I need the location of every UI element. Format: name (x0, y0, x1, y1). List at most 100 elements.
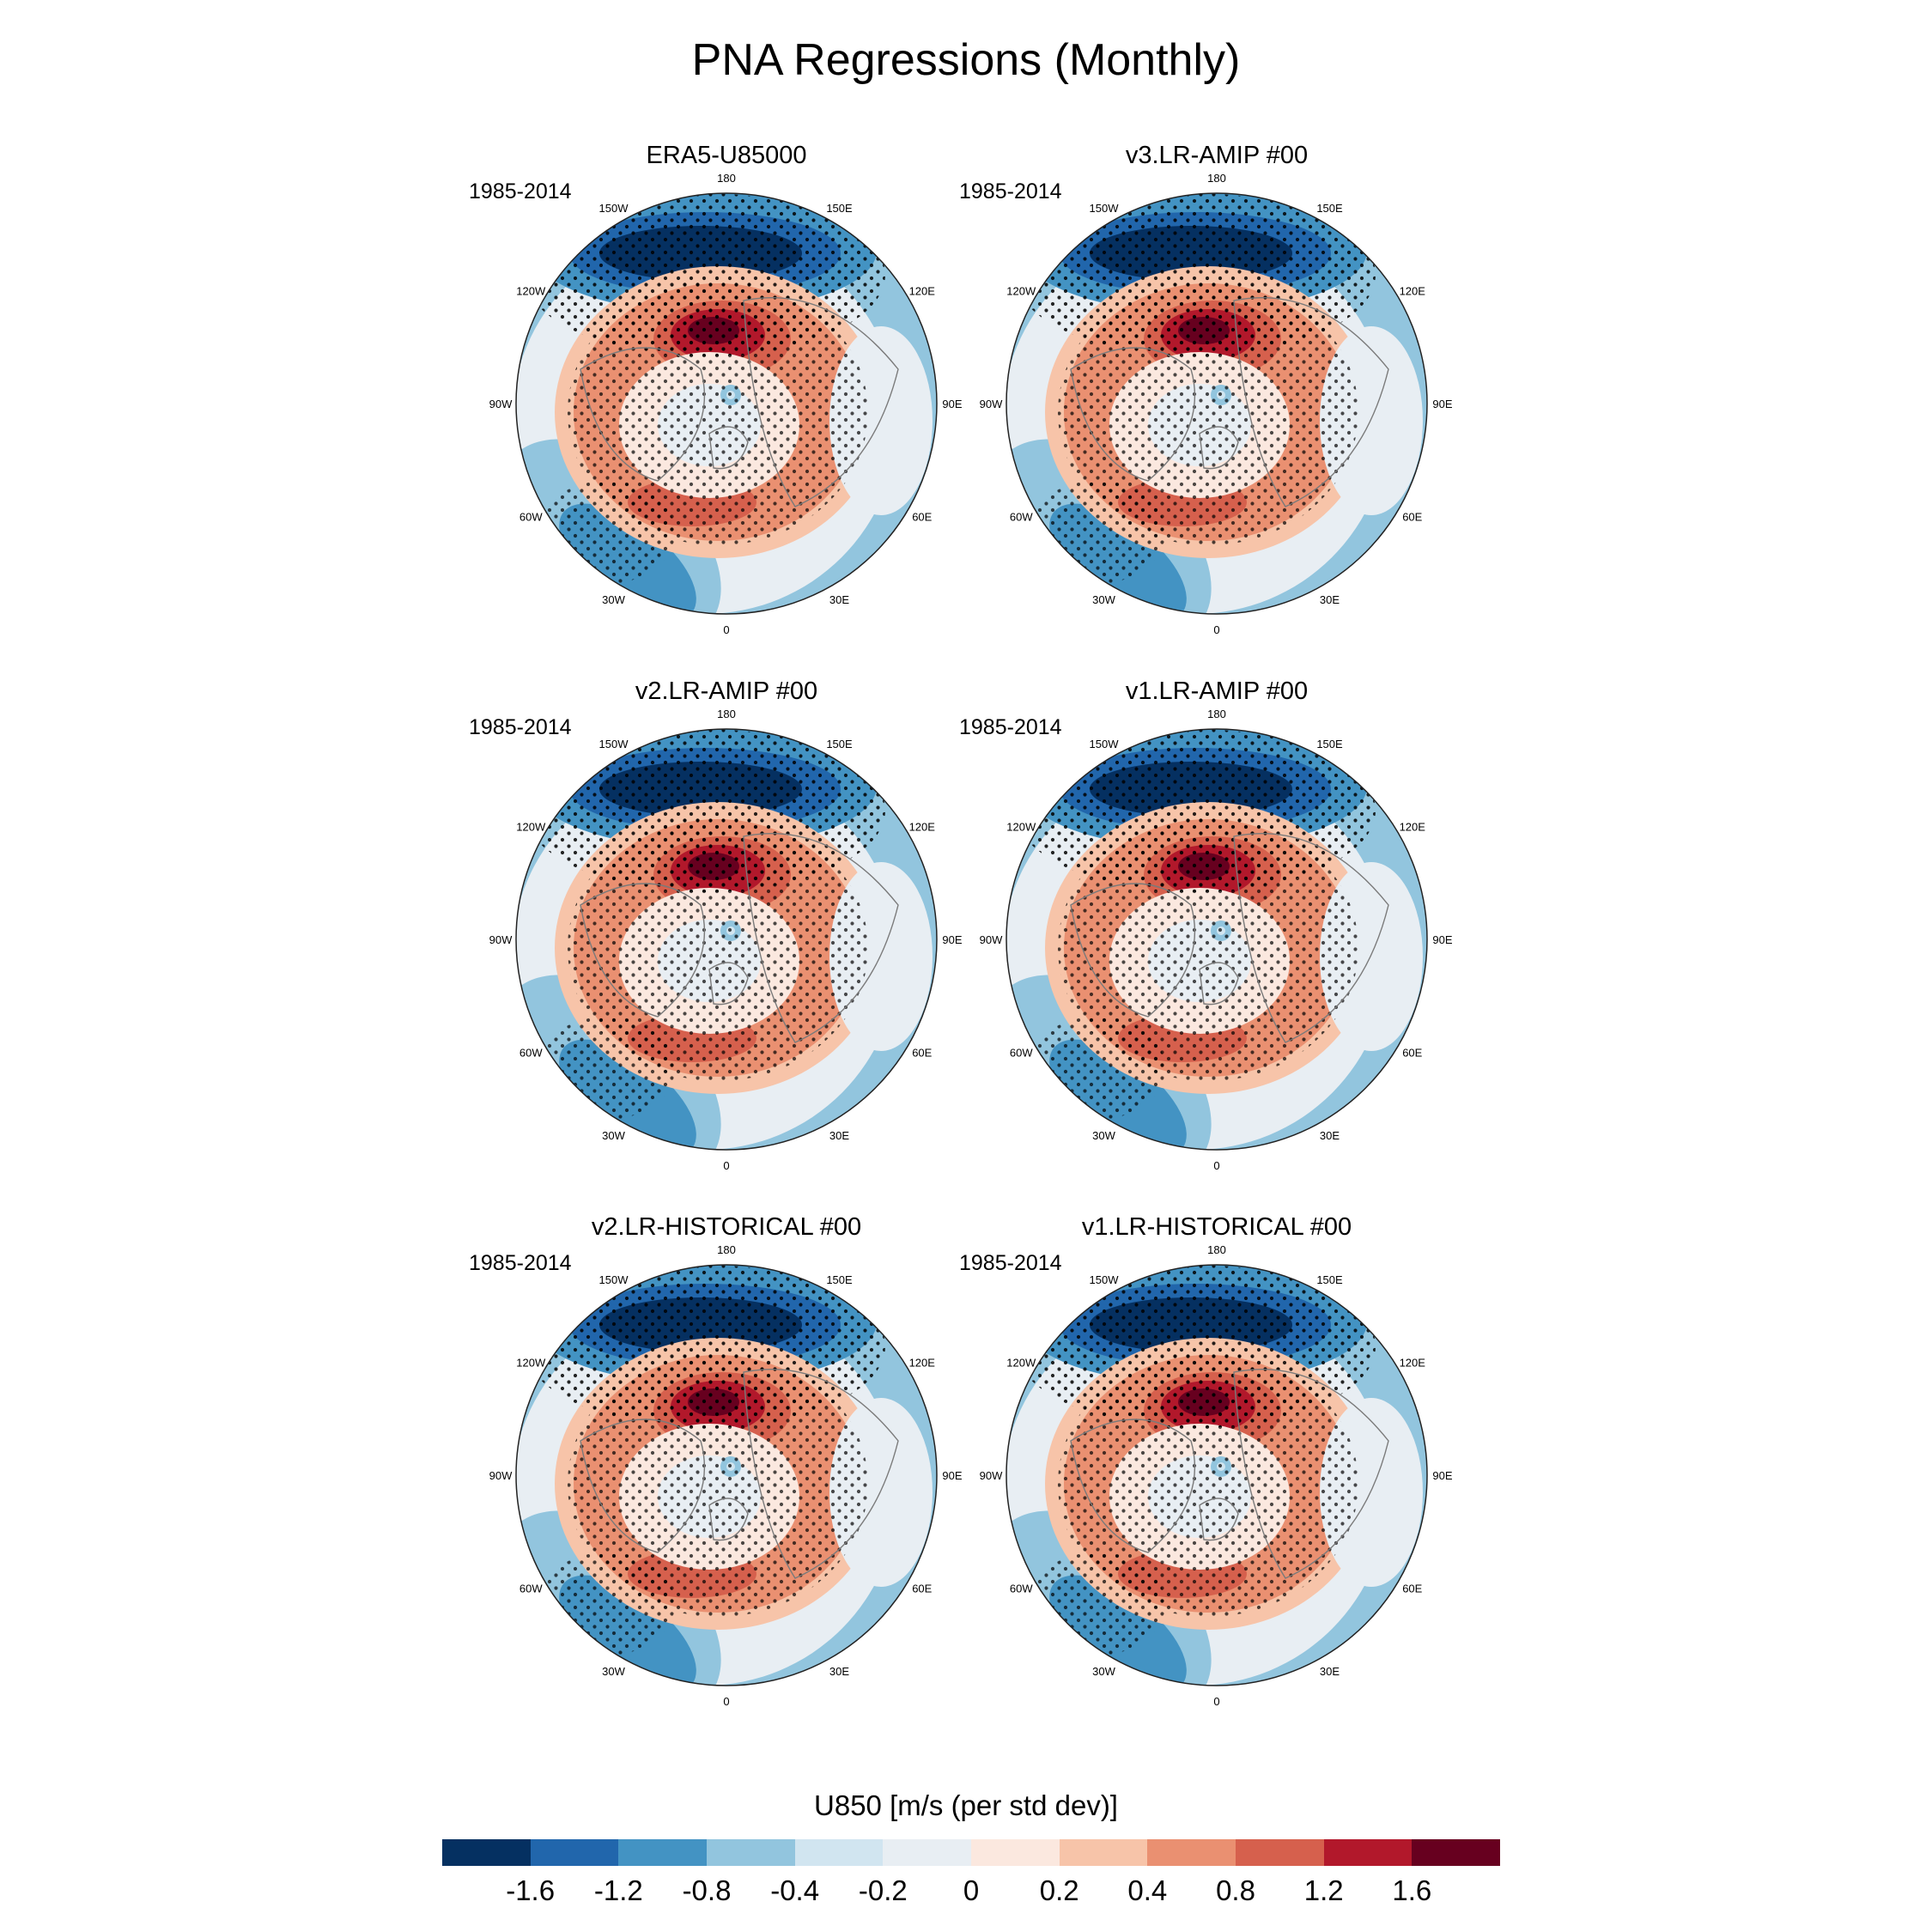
longitude-label: 60W (1010, 511, 1033, 524)
longitude-label: 150W (599, 1273, 629, 1286)
colorbar (442, 1839, 1501, 1866)
longitude-label: 90W (980, 398, 1003, 410)
colorbar-box (1147, 1839, 1236, 1866)
anomaly-field (1006, 729, 1427, 1150)
longitude-label: 120W (1006, 285, 1036, 298)
panel-period: 1985-2014 (469, 715, 572, 739)
colorbar-tick-label: -1.6 (506, 1874, 556, 1906)
longitude-label: 120E (1400, 1357, 1426, 1370)
map-boundary (1005, 192, 1428, 615)
panel-period: 1985-2014 (469, 1251, 572, 1275)
longitude-label: 30W (1092, 1129, 1115, 1142)
colorbar-tick-label: -0.8 (682, 1874, 732, 1906)
anomaly-field (516, 193, 937, 614)
map-boundary (515, 1264, 938, 1686)
colorbar-box (618, 1839, 708, 1866)
map-boundary (1005, 1264, 1428, 1686)
anomaly-field (516, 729, 937, 1150)
map-boundary (515, 728, 938, 1151)
longitude-label: 120W (516, 285, 546, 298)
longitude-label: 30W (602, 1129, 625, 1142)
longitude-label: 60E (1402, 511, 1422, 524)
longitude-label: 30W (602, 593, 625, 606)
longitude-label: 150E (826, 738, 853, 750)
map-panel-v2-amip: v2.LR-AMIP #00 1985-2014 180 150E 120E 90E 6… (469, 677, 984, 1236)
colorbar-box (971, 1839, 1060, 1866)
longitude-label: 150W (599, 738, 629, 750)
longitude-label: 0 (1213, 623, 1219, 636)
panel-period: 1985-2014 (959, 179, 1062, 204)
longitude-label: 30E (1320, 1665, 1340, 1678)
longitude-label: 60E (912, 511, 932, 524)
longitude-label: 120W (516, 821, 546, 834)
longitude-label: 180 (1207, 708, 1226, 720)
map-panel-v2-historical: v2.LR-HISTORICAL #00 1985-2014 180 150E 12… (469, 1213, 984, 1771)
longitude-label: 60E (1402, 1047, 1422, 1060)
colorbar-tick-label: 1.6 (1392, 1874, 1432, 1906)
longitude-label: 0 (723, 1695, 729, 1708)
colorbar-tick-label: -1.2 (593, 1874, 643, 1906)
coastlines (1070, 297, 1389, 507)
longitude-label: 30E (1320, 593, 1340, 606)
panel-title: v1.LR-AMIP #00 (1125, 677, 1309, 705)
longitude-label: 90W (489, 933, 513, 946)
colorbar-tick-label: 0.2 (1039, 1874, 1079, 1906)
map-panel-v1-amip: v1.LR-AMIP #00 1985-2014 180 150E 120E 90E 6… (959, 677, 1474, 1236)
anomaly-field (1006, 1265, 1427, 1686)
coastlines (580, 1369, 899, 1579)
longitude-label: 90E (942, 398, 962, 410)
longitude-label: 0 (1213, 1695, 1219, 1708)
colorbar-tick-label: 0.4 (1127, 1874, 1168, 1906)
polar-stereographic-map: 180 150E 120E 90E 60E 30E 0 30W 60W 90W 120W 150W (980, 708, 1453, 1172)
colorbar-box (442, 1839, 531, 1866)
coastlines (580, 297, 899, 507)
longitude-label: 120W (1006, 1357, 1036, 1370)
longitude-label: 90E (1432, 398, 1452, 410)
longitude-label: 30W (1092, 1665, 1115, 1678)
longitude-label: 120E (909, 285, 936, 298)
longitude-label: 150E (1316, 738, 1343, 750)
longitude-label: 120W (1006, 821, 1036, 834)
coastlines (580, 833, 899, 1043)
longitude-label: 150W (1090, 202, 1120, 215)
longitude-label: 150W (599, 202, 629, 215)
longitude-label: 60W (1010, 1047, 1033, 1060)
longitude-label: 30W (602, 1665, 625, 1678)
polar-stereographic-map: 180 150E 120E 90E 60E 30E 0 30W 60W 90W 120W 150W (489, 172, 963, 636)
colorbar-box (794, 1839, 884, 1866)
longitude-label: 0 (1213, 1159, 1219, 1172)
map-panel-era5: ERA5-U85000 1985-2014 180 150E 120E 90E 60E 3… (469, 142, 984, 700)
longitude-label: 150E (1316, 202, 1343, 215)
colorbar-box (1059, 1839, 1148, 1866)
colorbar-box (707, 1839, 795, 1866)
panel-title: ERA5-U85000 (646, 142, 807, 169)
longitude-label: 150W (1090, 738, 1120, 750)
longitude-label: 150W (1090, 1273, 1120, 1286)
longitude-label: 90W (980, 933, 1003, 946)
panel-title: v1.LR-HISTORICAL #00 (1081, 1213, 1352, 1241)
longitude-label: 90W (489, 398, 513, 410)
longitude-label: 60E (1402, 1583, 1422, 1595)
longitude-label: 120W (516, 1357, 546, 1370)
longitude-label: 90W (489, 1469, 513, 1482)
longitude-label: 30E (1320, 1129, 1340, 1142)
colorbar-tick-label: 0.8 (1216, 1874, 1255, 1906)
longitude-label: 60E (912, 1047, 932, 1060)
colorbar-box (1323, 1839, 1413, 1866)
longitude-label: 120E (1400, 821, 1426, 834)
map-boundary (515, 192, 938, 615)
longitude-label: 60W (519, 1047, 543, 1060)
polar-stereographic-map: 180 150E 120E 90E 60E 30E 0 30W 60W 90W 120W 150W (489, 1243, 963, 1708)
longitude-label: 150E (826, 1273, 853, 1286)
longitude-label: 180 (717, 1243, 736, 1256)
panel-period: 1985-2014 (469, 179, 572, 204)
longitude-label: 90E (942, 1469, 962, 1482)
colorbar-tick-label: -0.2 (858, 1874, 908, 1906)
longitude-label: 30E (829, 1665, 849, 1678)
polar-stereographic-map: 180 150E 120E 90E 60E 30E 0 30W 60W 90W 120W 150W (980, 1243, 1453, 1708)
map-panel-v3-amip: v3.LR-AMIP #00 1985-2014 180 150E 120E 90E 6… (959, 142, 1474, 700)
longitude-label: 90W (980, 1469, 1003, 1482)
colorbar-label: U850 [m/s (per std dev)] (814, 1789, 1118, 1821)
map-boundary (1005, 728, 1428, 1151)
panel-period: 1985-2014 (959, 715, 1062, 739)
